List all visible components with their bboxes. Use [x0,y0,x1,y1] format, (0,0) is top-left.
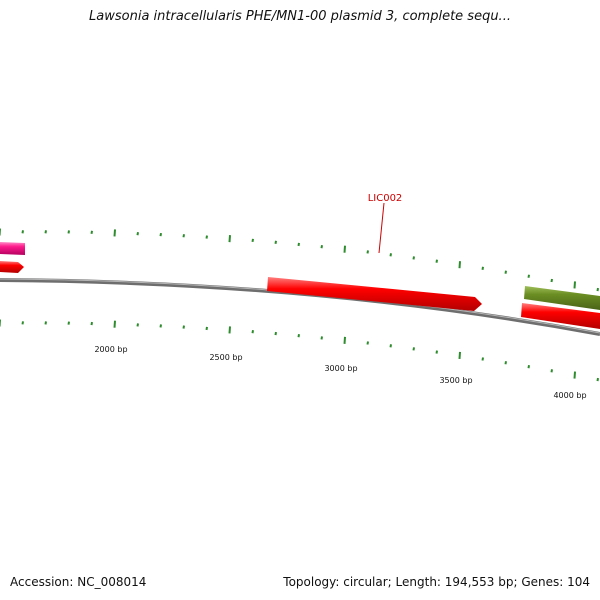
outer-tick [550,278,553,283]
outer-tick [136,231,139,236]
inner-tick [297,333,300,338]
inner-tick [458,351,461,360]
inner-tick [90,321,93,326]
outer-tick [90,230,93,234]
outer-tick [596,287,599,292]
outer-tick [481,266,484,270]
inner-tick [136,323,139,327]
outer-tick [205,235,208,239]
outer-tick [389,253,392,257]
outer-tick [21,230,24,234]
outer-tick [67,230,70,234]
outer-tick [412,256,415,260]
inner-tick [435,350,438,354]
inner-tick [159,324,162,328]
inner-tick [527,365,530,369]
outer-tick [159,232,162,237]
gene-lic002[interactable] [267,277,482,311]
inner-tick [596,377,599,382]
inner-tick [343,336,346,344]
scale-label: 4000 bp [553,391,586,400]
inner-tick [412,347,415,351]
scale-label: 3000 bp [324,364,357,373]
scale-label: 2500 bp [209,353,242,362]
outer-tick [458,261,461,269]
inner-tick [251,330,254,334]
inner-tick-marks [0,319,599,382]
topology-summary: Topology: circular; Length: 194,553 bp; … [283,575,590,589]
inner-tick [228,326,231,334]
outer-tick [504,270,507,274]
inner-tick [550,369,553,373]
outer-tick [343,245,346,253]
inner-tick [205,326,208,331]
inner-tick [21,321,24,325]
gene-olive[interactable] [524,286,600,310]
map-title: Lawsonia intracellularis PHE/MN1-00 plas… [89,9,511,24]
outer-tick [320,245,323,249]
gene-red-right[interactable] [521,303,600,329]
inner-tick [504,361,507,365]
inner-tick [366,341,369,345]
outer-tick [113,229,116,237]
scale-label: 2000 bp [94,345,127,354]
inner-tick [67,321,70,325]
inner-tick [573,371,576,379]
inner-tick [274,331,277,336]
scale-labels: 2000 bp 2500 bp 3000 bp 3500 bp 4000 bp [94,345,586,400]
accession-text: Accession: NC_008014 [10,575,147,589]
gene-pink[interactable] [0,242,25,255]
outer-tick-marks [0,228,599,292]
inner-tick [182,325,185,329]
inner-tick [320,336,323,340]
callout-leader-line [378,202,385,254]
inner-tick [44,321,47,325]
inner-tick [389,344,392,348]
outer-tick [297,242,300,247]
outer-tick [527,274,530,278]
outer-tick [228,235,231,243]
outer-tick [274,240,277,244]
inner-tick [481,357,484,361]
outer-tick [366,250,369,254]
outer-tick [573,281,576,289]
outer-tick [251,238,254,243]
scale-label: 3500 bp [439,376,472,385]
outer-tick [435,259,438,263]
gene-label-lic002[interactable]: LIC002 [368,193,403,204]
outer-tick [44,230,47,234]
inner-tick [113,320,116,328]
gene-red-left[interactable] [0,261,24,273]
outer-tick [182,234,185,238]
